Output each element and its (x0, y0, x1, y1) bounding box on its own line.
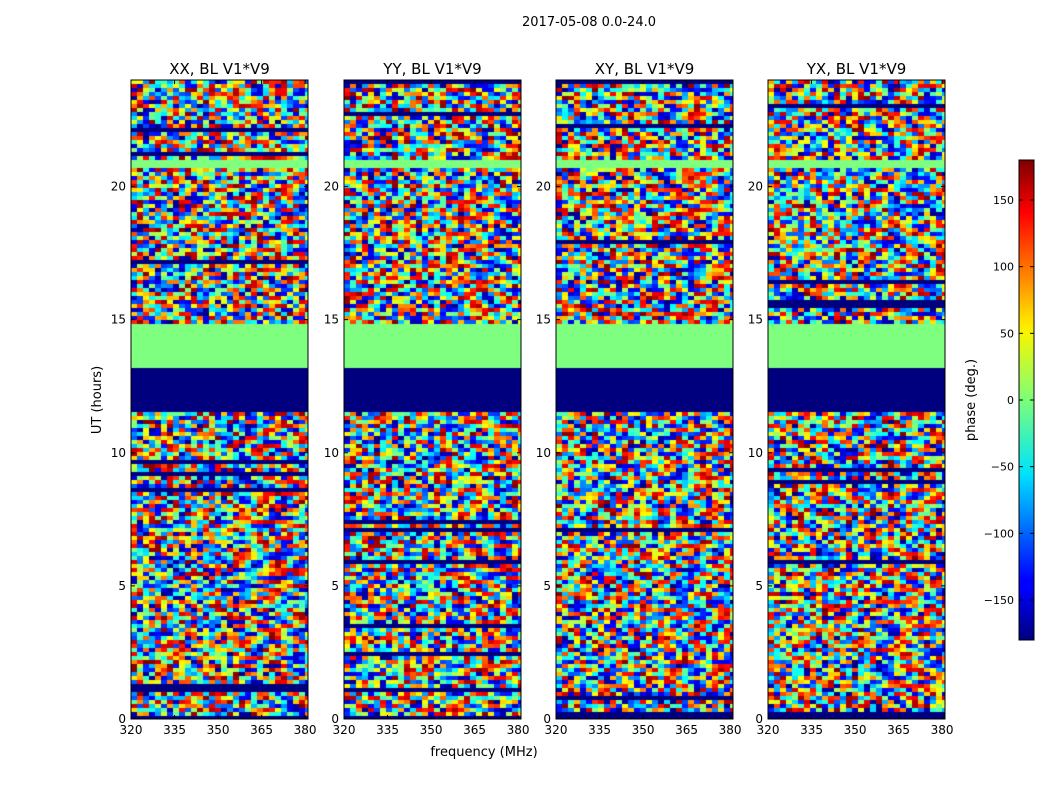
x-tick-label: 350 (420, 723, 443, 737)
y-tick-label: 5 (543, 579, 551, 593)
y-tick-label: 0 (331, 712, 339, 726)
colorbar-tick-label: −50 (991, 461, 1014, 474)
x-axis-label: frequency (MHz) (430, 745, 537, 760)
x-tick-label: 320 (120, 723, 143, 737)
x-tick-label: 335 (588, 723, 611, 737)
heatmap-image (131, 80, 308, 719)
colorbar-tick-label: −150 (984, 594, 1014, 607)
x-tick-label: 365 (675, 723, 698, 737)
x-tick-label: 320 (757, 723, 780, 737)
plot-frame (130, 79, 309, 720)
y-tick-label: 5 (755, 579, 763, 593)
heatmap-image (344, 80, 521, 719)
heatmap-image (556, 80, 733, 719)
colorbar-ticks: 150 100 50 0 −50 −100 −150 (984, 194, 1034, 607)
heatmap-image (768, 80, 945, 719)
x-tick-label: 335 (376, 723, 399, 737)
y-tick-label: 10 (536, 446, 551, 460)
colorbar-tick-label: 150 (993, 194, 1014, 207)
panel-title: YX, BL V1*V9 (806, 60, 907, 78)
colorbar-tick-label: −100 (984, 527, 1014, 540)
y-tick-label: 10 (324, 446, 339, 460)
y-tick-label: 15 (748, 313, 763, 327)
colorbar: 150 100 50 0 −50 −100 −150 phase (deg.) (964, 159, 1035, 641)
x-tick-label: 380 (931, 723, 954, 737)
x-tick-label: 350 (844, 723, 867, 737)
plot-frame (555, 79, 734, 720)
x-tick-label: 335 (800, 723, 823, 737)
y-tick-label: 20 (748, 180, 763, 194)
y-tick-label: 20 (324, 180, 339, 194)
y-tick-label: 5 (331, 579, 339, 593)
y-tick-label: 5 (118, 579, 126, 593)
x-tick-label: 380 (719, 723, 742, 737)
x-tick-label: 350 (632, 723, 655, 737)
y-tick-label: 20 (536, 180, 551, 194)
y-tick-label: 15 (536, 313, 551, 327)
y-axis-label: UT (hours) (90, 366, 105, 434)
x-tick-label: 365 (887, 723, 910, 737)
y-tick-label: 0 (543, 712, 551, 726)
y-tick-label: 10 (748, 446, 763, 460)
panel-4: YX, BL V1*V9 320 335 350 365 380 0 5 10 15 20 (748, 60, 954, 737)
colorbar-tick-label: 0 (1007, 394, 1014, 407)
figure-title: 2017-05-08 0.0-24.0 (522, 15, 656, 30)
panel-2: YY, BL V1*V9 320 335 350 365 380 0 5 10 15 20 (324, 60, 530, 737)
y-tick-label: 20 (111, 180, 126, 194)
y-tick-label: 0 (755, 712, 763, 726)
plot-frame (767, 79, 946, 720)
panel-title: XX, BL V1*V9 (169, 60, 270, 78)
y-tick-label: 15 (111, 313, 126, 327)
x-tick-label: 380 (507, 723, 530, 737)
x-tick-label: 350 (207, 723, 230, 737)
x-tick-label: 365 (250, 723, 273, 737)
x-tick-label: 320 (333, 723, 356, 737)
panel-title: YY, BL V1*V9 (382, 60, 481, 78)
y-tick-label: 0 (118, 712, 126, 726)
x-tick-label: 380 (294, 723, 317, 737)
colorbar-tick-label: 100 (993, 261, 1014, 274)
colorbar-label: phase (deg.) (964, 359, 979, 441)
colorbar-tick-label: 50 (1000, 327, 1014, 340)
plot-frame (343, 79, 522, 720)
panel-3: XY, BL V1*V9 320 335 350 365 380 0 5 10 15 20 (536, 60, 742, 737)
y-tick-label: 15 (324, 313, 339, 327)
y-tick-label: 10 (111, 446, 126, 460)
panel-title: XY, BL V1*V9 (595, 60, 695, 78)
panel-1: XX, BL V1*V9 320 335 350 365 380 0 5 10 15 20 (111, 60, 317, 737)
x-tick-label: 365 (463, 723, 486, 737)
x-tick-label: 320 (545, 723, 568, 737)
x-tick-label: 335 (163, 723, 186, 737)
